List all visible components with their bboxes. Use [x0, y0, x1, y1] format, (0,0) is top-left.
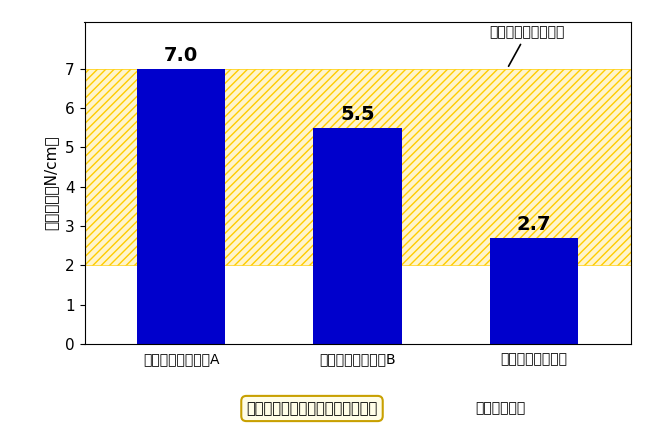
Bar — [137, 69, 226, 344]
Bar — [489, 238, 578, 344]
Text: 当社想定の実用範囲: 当社想定の実用範囲 — [489, 25, 565, 66]
Text: 5.5: 5.5 — [340, 105, 375, 124]
Text: 2.7: 2.7 — [516, 215, 551, 234]
Text: （当社調べ）: （当社調べ） — [475, 402, 526, 415]
Bar — [313, 128, 402, 344]
Text: 従来のチタン材と同等の密着特性: 従来のチタン材と同等の密着特性 — [246, 401, 378, 416]
Bar — [84, 69, 630, 265]
Bar — [84, 69, 630, 265]
Text: 7.0: 7.0 — [164, 46, 198, 65]
Y-axis label: 剤離強度［N/cm］: 剤離強度［N/cm］ — [43, 135, 58, 230]
